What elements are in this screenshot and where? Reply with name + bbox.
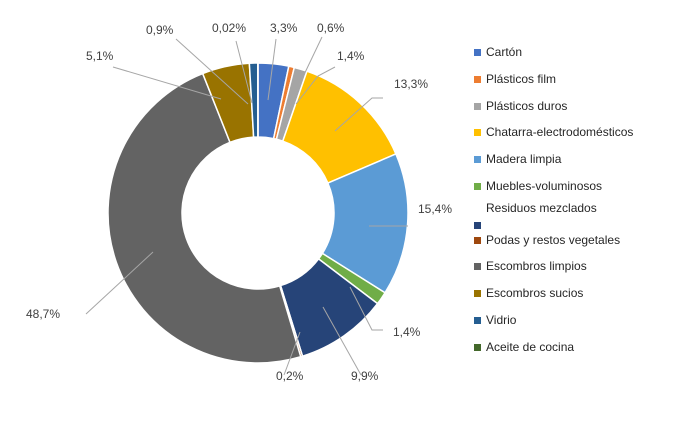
legend-swatch [474,221,481,229]
legend-swatch [474,102,481,110]
legend-item-chatarra-electrodomesticos: Chatarra-electrodomésticos [474,124,689,151]
legend-item-podas-y-restos-vegetales: Podas y restos vegetales [474,232,689,259]
legend-swatch [474,49,481,56]
data-label-vidrio: 0,9% [146,23,174,37]
leader-line-escombros-sucios [112,66,222,100]
leader-line-muebles-voluminosos [349,286,383,331]
legend-label: Escombros sucios [486,286,584,301]
legend-label: Cartón [486,45,523,59]
legend-item-plasticos-duros: Plásticos duros [474,98,689,125]
leader-line-carton [267,38,277,101]
leader-line-escombros-limpios [85,251,154,315]
legend-label: Plásticos duros [486,98,568,113]
legend-label: Madera limpia [486,152,562,167]
legend-label: Chatarra-electrodomésticos [486,125,634,140]
data-label-plasticos-film: 0,6% [317,21,345,35]
legend-swatch [474,263,481,271]
legend-swatch [474,236,481,244]
legend-swatch [474,75,481,83]
chart-legend: Cartón Plásticos film Plásticos duros Chata… [474,44,689,366]
legend-label: Escombros limpios [486,259,587,274]
legend-swatch [474,156,481,164]
legend-item-muebles-voluminosos: Muebles-voluminosos [474,178,689,205]
leader-line-aceite-de-cocina [235,40,253,104]
legend-item-escombros-sucios: Escombros sucios [474,285,689,312]
leader-line-podas-y-restos-vegetales [283,331,301,376]
legend-label: Plásticos film [486,71,557,86]
leader-line-residuos-mezclados [322,306,362,376]
leader-line-vidrio [175,38,249,105]
data-label-podas-y-restos-vegetales: 0,2% [276,369,304,383]
legend-swatch [474,129,481,137]
data-label-plasticos-duros: 1,4% [337,49,365,63]
legend-item-escombros-limpios: Escombros limpios [474,258,689,285]
legend-item-plasticos-film: Plásticos film [474,71,689,98]
data-label-muebles-voluminosos: 1,4% [393,325,421,339]
leader-line-plasticos-duros [295,66,336,105]
legend-label: Vidrio [486,312,517,327]
legend-swatch [474,182,481,190]
legend-swatch [474,343,481,351]
legend-item-madera-limpia: Madera limpia [474,151,689,178]
legend-item-residuos-mezclados: Residuos mezclados [474,201,689,232]
legend-item-vidrio: Vidrio [474,312,689,339]
leader-line-plasticos-film [289,36,323,105]
data-label-madera-limpia: 15,4% [418,202,452,216]
legend-swatch [474,290,481,298]
legend-label: Podas y restos vegetales [486,232,621,247]
legend-item-aceite-de-cocina: Aceite de cocina [474,339,689,366]
data-label-residuos-mezclados: 9,9% [351,369,379,383]
data-label-aceite-de-cocina: 0,02% [212,21,246,35]
legend-label: Muebles-voluminosos [486,178,603,193]
leader-line-chatarra-electrodomesticos [334,97,383,132]
data-label-escombros-sucios: 5,1% [86,49,114,63]
legend-label: Aceite de cocina [486,339,575,354]
slice-escombros-limpios [107,72,302,364]
data-label-chatarra-electrodomesticos: 13,3% [394,77,428,91]
data-label-escombros-limpios: 48,7% [26,307,60,321]
legend-item-carton: Cartón [474,44,689,71]
legend-swatch [474,316,481,324]
legend-label: Residuos mezclados [486,200,597,215]
data-label-carton: 3,3% [270,21,298,35]
